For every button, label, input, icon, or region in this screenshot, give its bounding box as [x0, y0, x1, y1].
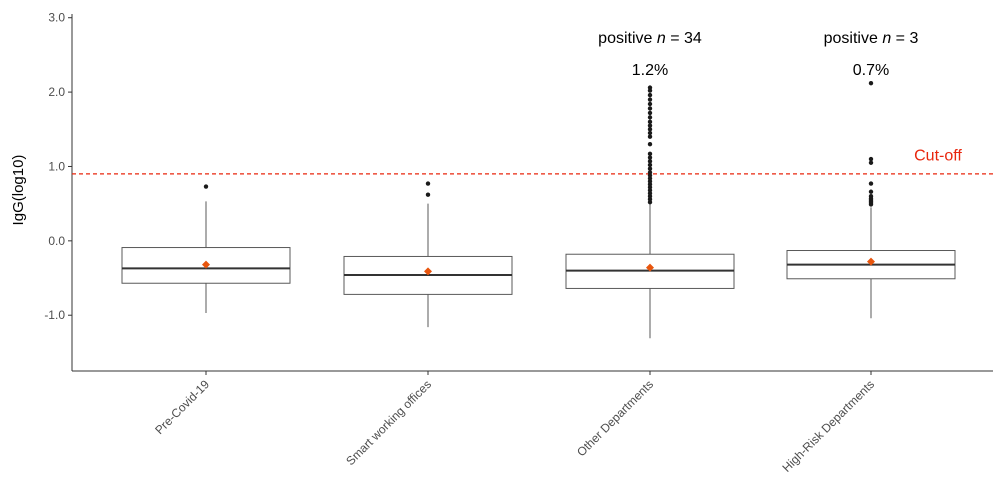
outlier-point [647, 141, 653, 147]
outlier-point [647, 130, 653, 136]
mean-marker-other-departments [646, 263, 654, 272]
y-tick-label: 0.0 [48, 234, 65, 248]
outlier-point [647, 85, 653, 90]
outlier-point [647, 123, 653, 128]
outlier-point [425, 192, 431, 197]
y-axis-title: IgG(log10) [10, 155, 27, 226]
x-tick-label-other-departments: Other Departments [574, 377, 656, 459]
positive-count-high-risk-departments: positive n = 3 [824, 30, 919, 47]
y-tick-label: 2.0 [48, 85, 65, 99]
mean-marker-smart-working-offices [424, 267, 432, 276]
outlier-point [647, 92, 653, 98]
outlier-point [647, 151, 653, 157]
outlier-point [647, 119, 653, 125]
outlier-point [647, 162, 653, 168]
outlier-point [647, 106, 653, 111]
outlier-point [868, 181, 874, 186]
mean-marker-high-risk-departments [867, 257, 875, 266]
cutoff-label: Cut-off [914, 148, 962, 165]
outlier-point [203, 184, 209, 189]
outlier-point [868, 80, 874, 86]
outlier-point [868, 194, 874, 199]
y-tick-label: -1.0 [44, 308, 65, 322]
outlier-point [425, 181, 431, 186]
outlier-point [868, 156, 874, 162]
outlier-point [647, 110, 653, 116]
y-tick-label: 3.0 [48, 11, 65, 25]
mean-marker-pre-covid-19 [202, 260, 210, 269]
y-tick-label: 1.0 [48, 159, 65, 173]
x-tick-label-pre-covid-19: Pre-Covid-19 [152, 377, 212, 437]
positive-percent-high-risk-departments: 0.7% [853, 62, 889, 79]
outlier-point [647, 101, 653, 107]
positive-count-other-departments: positive n = 34 [598, 30, 702, 47]
outlier-point [647, 134, 653, 139]
outlier-point [647, 166, 653, 171]
positive-percent-other-departments: 1.2% [632, 62, 668, 79]
outlier-point [647, 127, 653, 132]
outlier-point [647, 115, 653, 120]
x-tick-label-smart-working-offices: Smart working offices [343, 377, 434, 468]
plot-area: 3.0 2.0 1.0 0.0 -1.0 Pre-Covid-19 Smart workin… [44, 11, 993, 475]
outlier-point [647, 97, 653, 102]
outlier-point [868, 160, 874, 165]
outlier-point [868, 189, 874, 194]
outlier-point [647, 159, 653, 164]
x-tick-label-high-risk-departments: High-Risk Departments [780, 377, 878, 475]
outlier-point [647, 170, 653, 175]
outlier-point [647, 155, 653, 160]
